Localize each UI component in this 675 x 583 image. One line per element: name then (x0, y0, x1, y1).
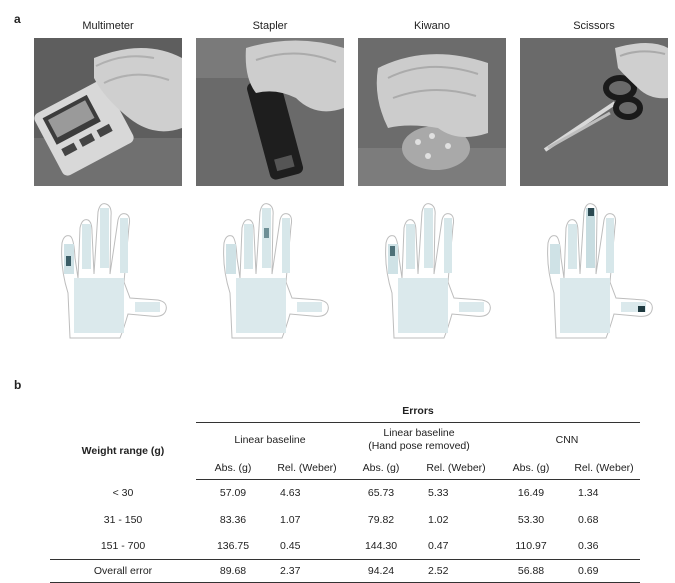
panel-a-letter: a (14, 12, 21, 26)
photo-multimeter (34, 38, 182, 186)
table-row-overall: Overall error 89.68 2.37 94.24 2.52 56.8… (50, 559, 640, 583)
photo-label-multimeter: Multimeter (82, 20, 134, 32)
photo-stapler (196, 38, 344, 186)
photo-kiwano (358, 38, 506, 186)
tactile-map-kiwano (385, 203, 491, 339)
subheader: Abs. (g) (344, 456, 418, 480)
tactile-map-multimeter (61, 203, 167, 339)
subheader: Rel. (Weber) (418, 456, 494, 480)
photo-label-stapler: Stapler (252, 20, 288, 32)
photo-label-scissors: Scissors (573, 20, 615, 32)
photo-label-kiwano: Kiwano (413, 20, 451, 32)
table-row: < 30 57.09 4.63 65.73 5.33 16.49 1.34 (112, 487, 599, 500)
tactile-map-scissors (547, 203, 653, 339)
table-row: 151 - 700 136.75 0.45 144.30 0.47 110.97… (100, 540, 599, 552)
subheader: Abs. (g) (494, 456, 568, 480)
photo-scissors (520, 38, 668, 186)
method-header-line2: (Hand pose removed) (368, 439, 470, 452)
weight-range-header: Weight range (g) (81, 444, 165, 457)
tactile-map-stapler (223, 203, 329, 339)
subheader: Rel. (Weber) (270, 456, 344, 480)
errors-group-header: Errors (402, 404, 434, 417)
method-header-linear: Linear baseline (196, 421, 344, 457)
subheader: Rel. (Weber) (568, 456, 640, 480)
panel-b-letter: b (14, 378, 22, 392)
method-header-cnn: CNN (494, 421, 640, 457)
errors-table: Errors Weight range (g) Linear baseline … (50, 400, 640, 583)
method-header-linear-pose-removed: Linear baseline (Hand pose removed) (344, 421, 494, 457)
subheader: Abs. (g) (196, 456, 270, 480)
method-header-line1: Linear baseline (383, 426, 455, 439)
table-row: 31 - 150 83.36 1.07 79.82 1.02 53.30 0.6… (103, 514, 599, 526)
